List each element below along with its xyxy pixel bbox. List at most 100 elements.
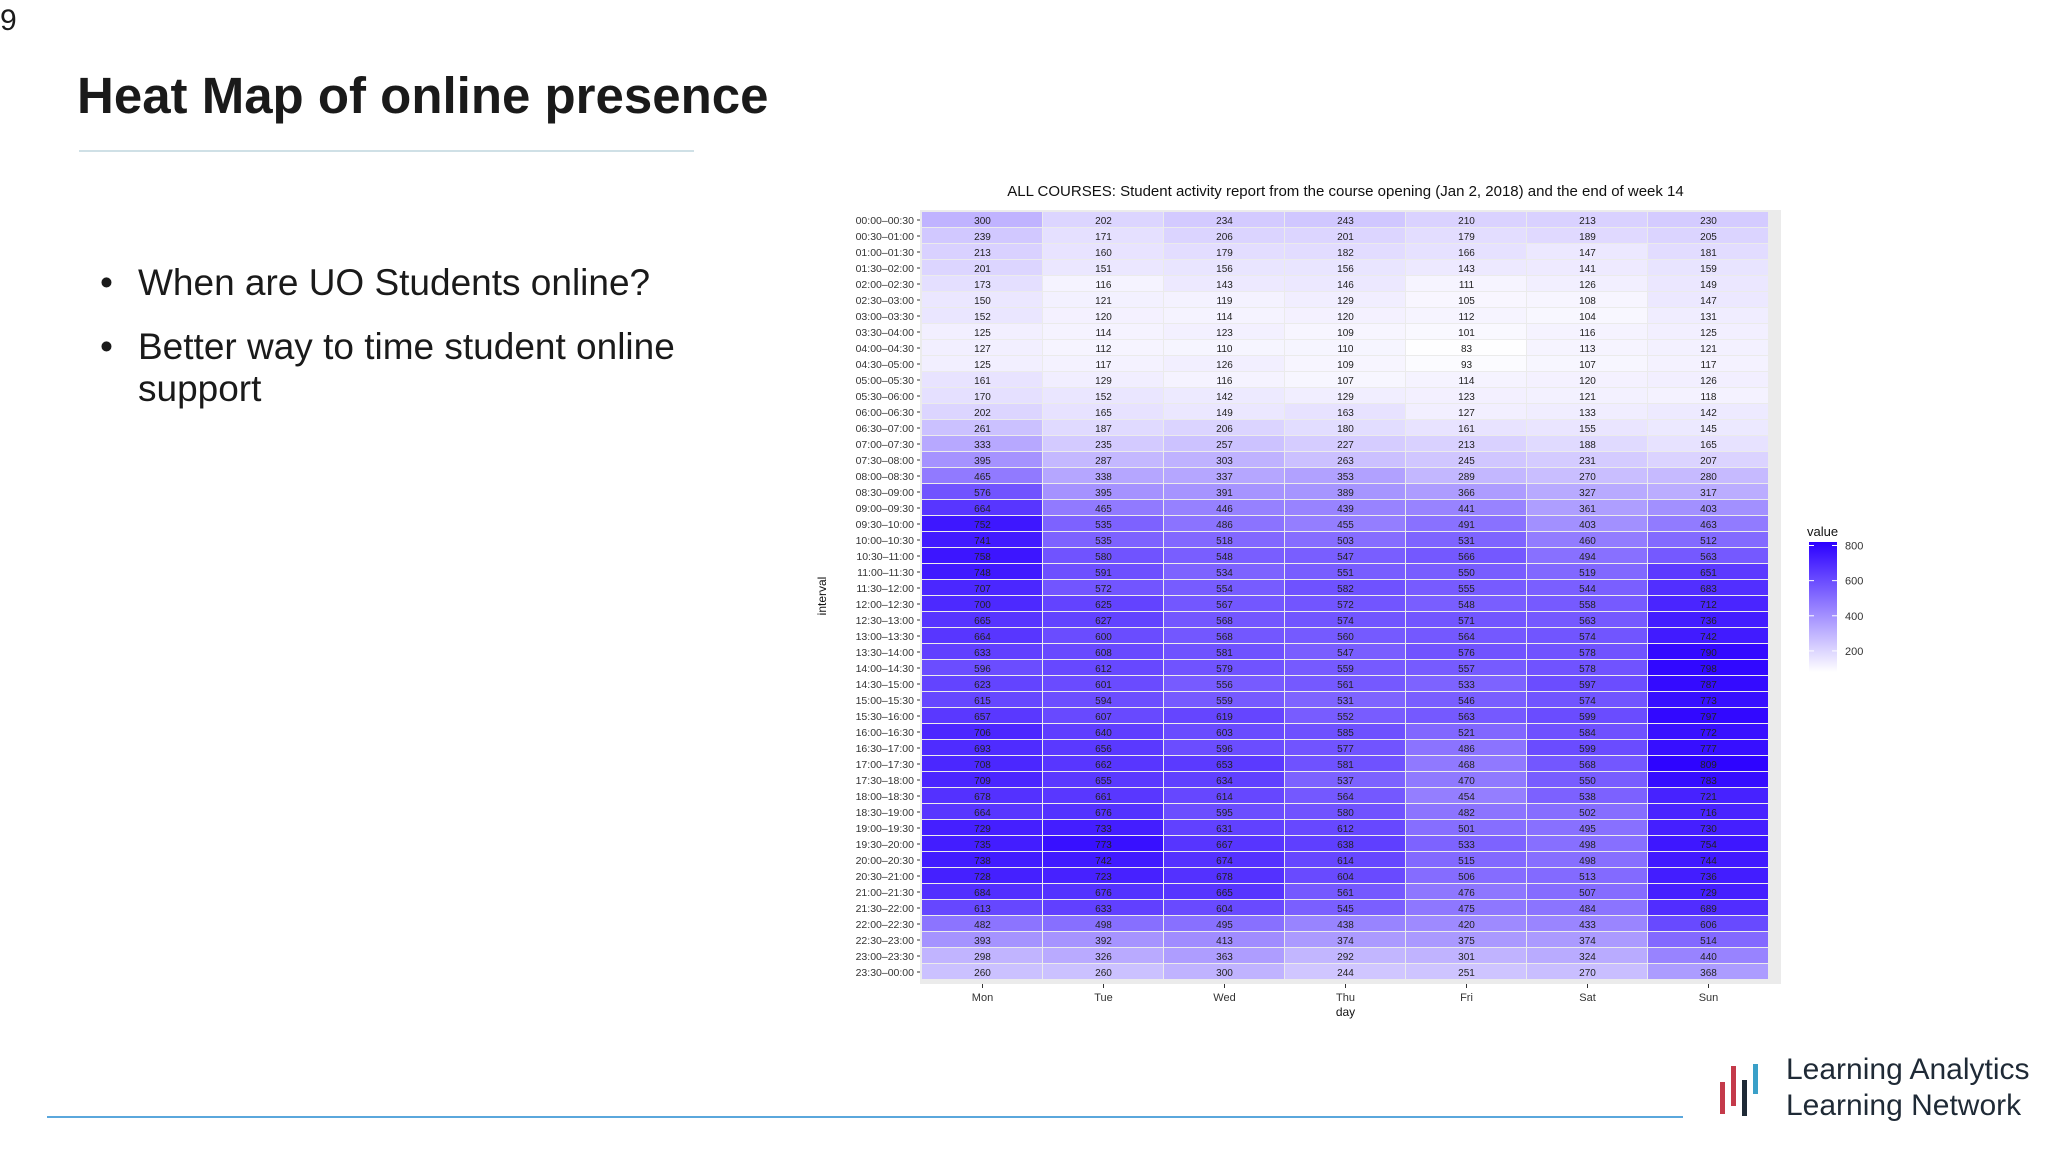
legend-tick-label: 200 <box>1845 646 1863 658</box>
cell-label: 716 <box>1700 808 1717 819</box>
heatmap-cell <box>1648 660 1768 675</box>
heatmap-cell <box>1406 916 1526 931</box>
heatmap-cell <box>1043 660 1163 675</box>
heatmap-cell <box>1285 324 1405 339</box>
heatmap-cell <box>1527 660 1647 675</box>
cell-label: 735 <box>974 840 991 851</box>
heatmap-svg: ALL COURSES: Student activity report fro… <box>815 183 1863 1019</box>
cell-label: 145 <box>1700 424 1717 435</box>
heatmap-cell <box>1043 212 1163 227</box>
cell-label: 574 <box>1579 632 1596 643</box>
cell-label: 239 <box>974 232 991 243</box>
heatmap-cell <box>1648 596 1768 611</box>
cell-label: 721 <box>1700 792 1717 803</box>
cell-label: 531 <box>1337 696 1354 707</box>
heatmap-cell <box>1164 340 1284 355</box>
bullet-item: Better way to time student online suppor… <box>100 326 700 410</box>
heatmap-cell <box>922 916 1042 931</box>
heatmap-cell <box>922 276 1042 291</box>
heatmap-cell <box>1043 884 1163 899</box>
heatmap-cell <box>1164 676 1284 691</box>
heatmap-cell <box>1527 452 1647 467</box>
cell-label: 678 <box>1216 872 1233 883</box>
heatmap-cell <box>1406 756 1526 771</box>
cell-label: 261 <box>974 424 991 435</box>
heatmap-cell <box>1285 724 1405 739</box>
cell-label: 150 <box>974 296 991 307</box>
heatmap-cell <box>1406 260 1526 275</box>
heatmap-cell <box>1406 676 1526 691</box>
cell-label: 202 <box>974 408 991 419</box>
cell-label: 101 <box>1458 328 1475 339</box>
cell-label: 596 <box>974 664 991 675</box>
heatmap-cell <box>1406 660 1526 675</box>
heatmap-cell <box>1043 276 1163 291</box>
y-tick-label: 20:00–20:30 <box>856 855 915 867</box>
heatmap-cell <box>1285 644 1405 659</box>
heatmap-cell <box>1648 852 1768 867</box>
heatmap-cell <box>1285 772 1405 787</box>
heatmap-cell <box>1527 244 1647 259</box>
heatmap-chart: ALL COURSES: Student activity report fro… <box>812 172 1892 1027</box>
heatmap-cell <box>1406 308 1526 323</box>
cell-label: 152 <box>974 312 991 323</box>
cell-label: 141 <box>1579 264 1596 275</box>
cell-label: 83 <box>1461 344 1473 355</box>
y-tick-label: 11:30–12:00 <box>856 583 914 595</box>
heatmap-cell <box>1164 964 1284 979</box>
cell-label: 205 <box>1700 232 1717 243</box>
heatmap-cell <box>1043 916 1163 931</box>
cell-label: 809 <box>1700 760 1717 771</box>
cell-label: 581 <box>1337 760 1354 771</box>
cell-label: 476 <box>1458 888 1475 899</box>
heatmap-cell <box>1043 388 1163 403</box>
heatmap-cell <box>922 708 1042 723</box>
heatmap-cell <box>922 228 1042 243</box>
heatmap-cell <box>1406 420 1526 435</box>
y-tick-label: 14:00–14:30 <box>856 663 915 675</box>
y-tick-label: 04:30–05:00 <box>856 359 915 371</box>
cell-label: 188 <box>1579 440 1596 451</box>
heatmap-cell <box>1648 676 1768 691</box>
heatmap-cell <box>1648 484 1768 499</box>
heatmap-cell <box>1527 692 1647 707</box>
heatmap-cell <box>1164 708 1284 723</box>
heatmap-cell <box>1285 452 1405 467</box>
y-tick-label: 11:00–11:30 <box>857 567 914 579</box>
cell-label: 676 <box>1095 808 1112 819</box>
cell-label: 465 <box>1095 504 1112 515</box>
cell-label: 563 <box>1579 616 1596 627</box>
heatmap-cell <box>1285 580 1405 595</box>
heatmap-cell <box>1406 500 1526 515</box>
cell-label: 165 <box>1700 440 1717 451</box>
heatmap-cell <box>1406 708 1526 723</box>
cell-label: 160 <box>1095 248 1112 259</box>
heatmap-cell <box>922 740 1042 755</box>
y-tick-label: 09:30–10:00 <box>856 519 915 531</box>
heatmap-cell <box>1406 788 1526 803</box>
cell-label: 403 <box>1579 520 1596 531</box>
cell-label: 594 <box>1095 696 1112 707</box>
cell-label: 513 <box>1579 872 1596 883</box>
heatmap-cell <box>1043 628 1163 643</box>
heatmap-cell <box>1285 276 1405 291</box>
cell-label: 413 <box>1216 936 1233 947</box>
cell-label: 159 <box>1700 264 1717 275</box>
heatmap-cell <box>1527 228 1647 243</box>
cell-label: 142 <box>1700 408 1717 419</box>
cell-label: 627 <box>1095 616 1112 627</box>
heatmap-cell <box>1285 900 1405 915</box>
cell-label: 633 <box>974 648 991 659</box>
heatmap-cell <box>1043 756 1163 771</box>
cell-label: 142 <box>1216 392 1233 403</box>
cell-label: 129 <box>1095 376 1112 387</box>
heatmap-cell <box>1164 452 1284 467</box>
cell-label: 116 <box>1217 376 1233 387</box>
cell-label: 147 <box>1700 296 1717 307</box>
heatmap-cell <box>1164 644 1284 659</box>
cell-label: 300 <box>974 216 991 227</box>
heatmap-cell <box>1285 244 1405 259</box>
y-tick-label: 19:00–19:30 <box>856 823 915 835</box>
heatmap-cell <box>1527 852 1647 867</box>
heatmap-cell <box>1285 660 1405 675</box>
